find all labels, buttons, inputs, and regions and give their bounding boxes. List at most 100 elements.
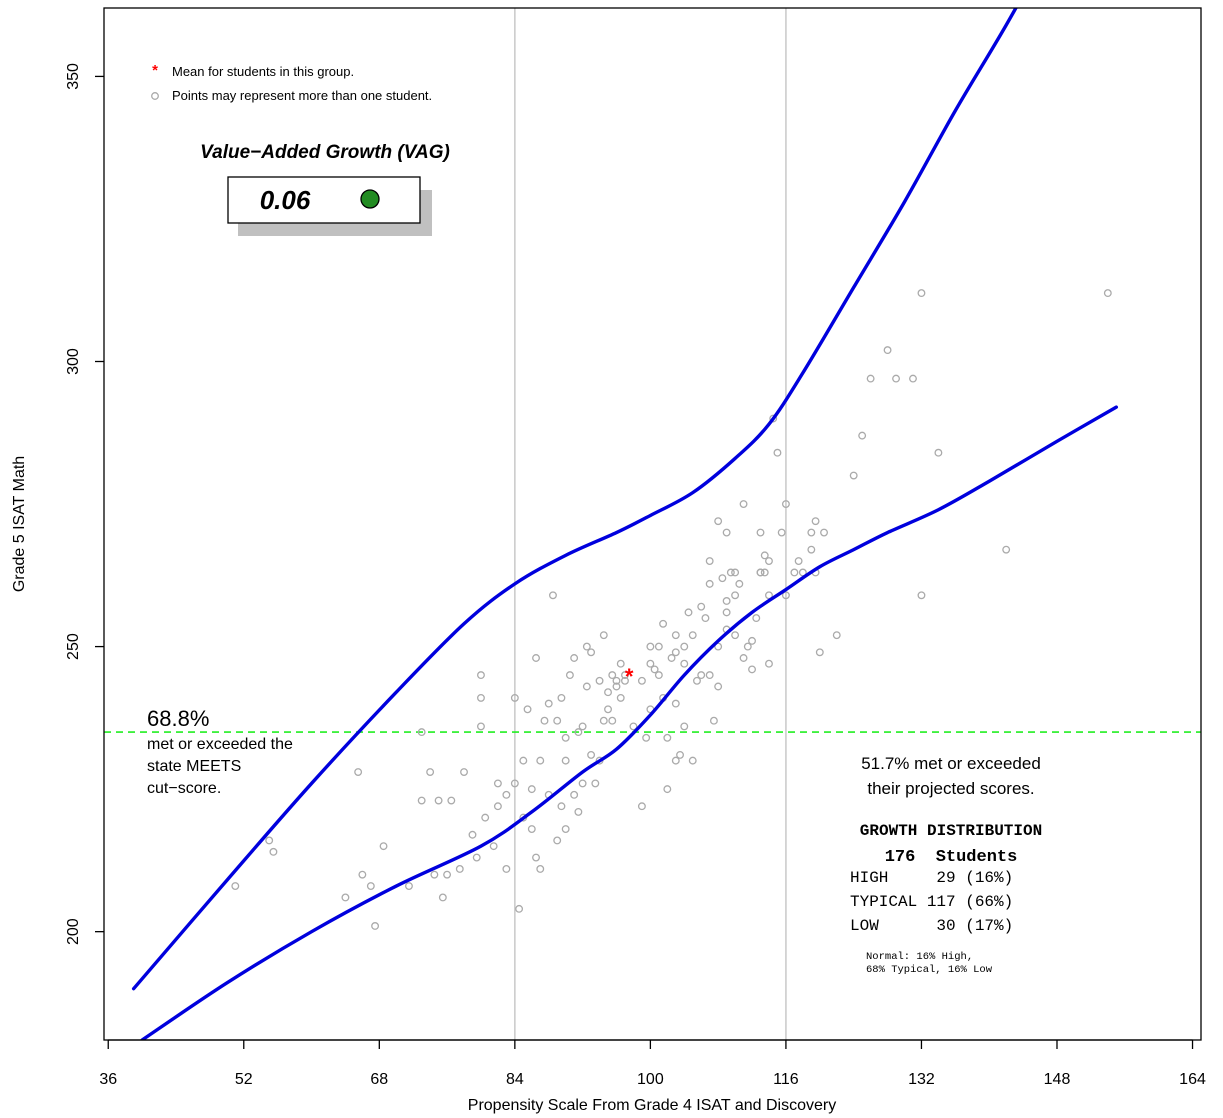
x-tick-label: 52 xyxy=(235,1071,253,1088)
data-point xyxy=(405,882,413,891)
data-point xyxy=(739,500,748,508)
data-point xyxy=(765,557,773,566)
data-point xyxy=(765,591,773,600)
mean-marker-icon: * xyxy=(625,664,634,689)
data-point xyxy=(612,682,621,691)
x-axis: 36 52 68 84 100 116 132 148 164 xyxy=(99,1039,1206,1088)
data-point xyxy=(616,693,625,702)
data-point xyxy=(265,836,274,845)
y-axis-label: Grade 5 ISAT Math xyxy=(11,456,28,592)
growth-normal-line-2: 68% Typical, 16% Low xyxy=(866,964,993,976)
data-point xyxy=(671,631,680,640)
growth-distribution-title: GROWTH DISTRIBUTION xyxy=(860,822,1042,840)
data-point xyxy=(489,842,498,851)
data-point xyxy=(502,790,511,799)
data-point xyxy=(654,642,663,651)
data-point xyxy=(612,676,621,685)
data-point xyxy=(646,659,655,668)
data-point xyxy=(650,665,659,674)
data-point xyxy=(693,676,701,685)
data-point xyxy=(765,659,773,668)
data-point xyxy=(688,631,697,640)
y-tick-label: 250 xyxy=(65,633,82,660)
data-point xyxy=(777,528,786,537)
data-point xyxy=(604,688,612,697)
data-point xyxy=(417,796,426,805)
data-point xyxy=(540,716,549,725)
met-state-annotation: 68.8% met or exceeded the state MEETS cu… xyxy=(147,706,293,797)
data-point xyxy=(523,705,532,714)
data-point xyxy=(790,568,799,577)
data-point xyxy=(468,830,477,839)
growth-row-high: HIGH 29 (16%) xyxy=(850,869,1013,887)
data-point xyxy=(574,728,583,737)
met-state-line-1: met or exceeded the xyxy=(147,736,293,753)
data-point xyxy=(705,557,714,566)
legend-circle-icon xyxy=(151,92,159,100)
data-point xyxy=(705,579,714,588)
data-point xyxy=(532,654,540,662)
data-point xyxy=(892,374,900,383)
data-point xyxy=(917,289,926,298)
vag-box xyxy=(227,176,421,224)
data-point xyxy=(574,807,583,816)
band-lines xyxy=(131,8,1118,1040)
data-point xyxy=(760,568,769,577)
data-point xyxy=(1103,289,1112,298)
data-point xyxy=(477,693,485,702)
data-point xyxy=(659,619,668,628)
data-point xyxy=(735,579,744,588)
x-tick-label: 100 xyxy=(637,1071,664,1088)
data-point xyxy=(502,865,511,873)
data-point xyxy=(756,528,765,537)
data-point xyxy=(578,779,587,788)
data-point xyxy=(510,779,519,788)
data-point xyxy=(663,785,672,794)
data-point xyxy=(701,614,710,623)
data-point xyxy=(549,591,557,600)
data-point xyxy=(849,471,858,480)
data-point xyxy=(460,768,468,776)
vag-status-dot-icon xyxy=(360,189,380,209)
data-point xyxy=(493,779,502,788)
data-point xyxy=(621,676,629,685)
data-point xyxy=(477,722,485,731)
data-point xyxy=(595,676,604,685)
growth-normal-line-1: Normal: 16% High, xyxy=(866,951,973,963)
data-point xyxy=(481,813,490,822)
scatter-points xyxy=(231,289,1112,930)
data-point xyxy=(582,642,591,651)
x-axis-label: Propensity Scale From Grade 4 ISAT and D… xyxy=(468,1097,836,1114)
data-point xyxy=(557,802,566,811)
data-point xyxy=(798,568,807,577)
data-point xyxy=(379,842,388,851)
data-point xyxy=(667,654,676,662)
data-point xyxy=(832,631,841,640)
data-point xyxy=(443,870,452,879)
data-point xyxy=(807,545,816,554)
data-point xyxy=(743,642,752,651)
x-tick-label: 36 xyxy=(99,1071,117,1088)
data-point xyxy=(858,431,867,440)
data-point xyxy=(417,728,426,737)
data-point xyxy=(705,671,714,680)
y-tick-label: 200 xyxy=(65,918,82,945)
data-point xyxy=(909,374,917,383)
data-point xyxy=(671,756,680,765)
data-point xyxy=(671,699,680,708)
met-state-line-2: state MEETS xyxy=(147,758,241,775)
data-point xyxy=(557,693,566,702)
legend-mean-label: Mean for students in this group. xyxy=(172,64,354,79)
data-point xyxy=(447,796,456,805)
data-point xyxy=(917,591,926,600)
data-point xyxy=(358,870,367,879)
data-point xyxy=(578,722,587,731)
data-point xyxy=(866,374,875,383)
data-point xyxy=(726,568,735,577)
data-point xyxy=(426,768,435,776)
data-point xyxy=(553,836,562,845)
data-point xyxy=(565,671,574,680)
legend-points-label: Points may represent more than one stude… xyxy=(172,88,432,103)
data-point xyxy=(748,665,756,674)
